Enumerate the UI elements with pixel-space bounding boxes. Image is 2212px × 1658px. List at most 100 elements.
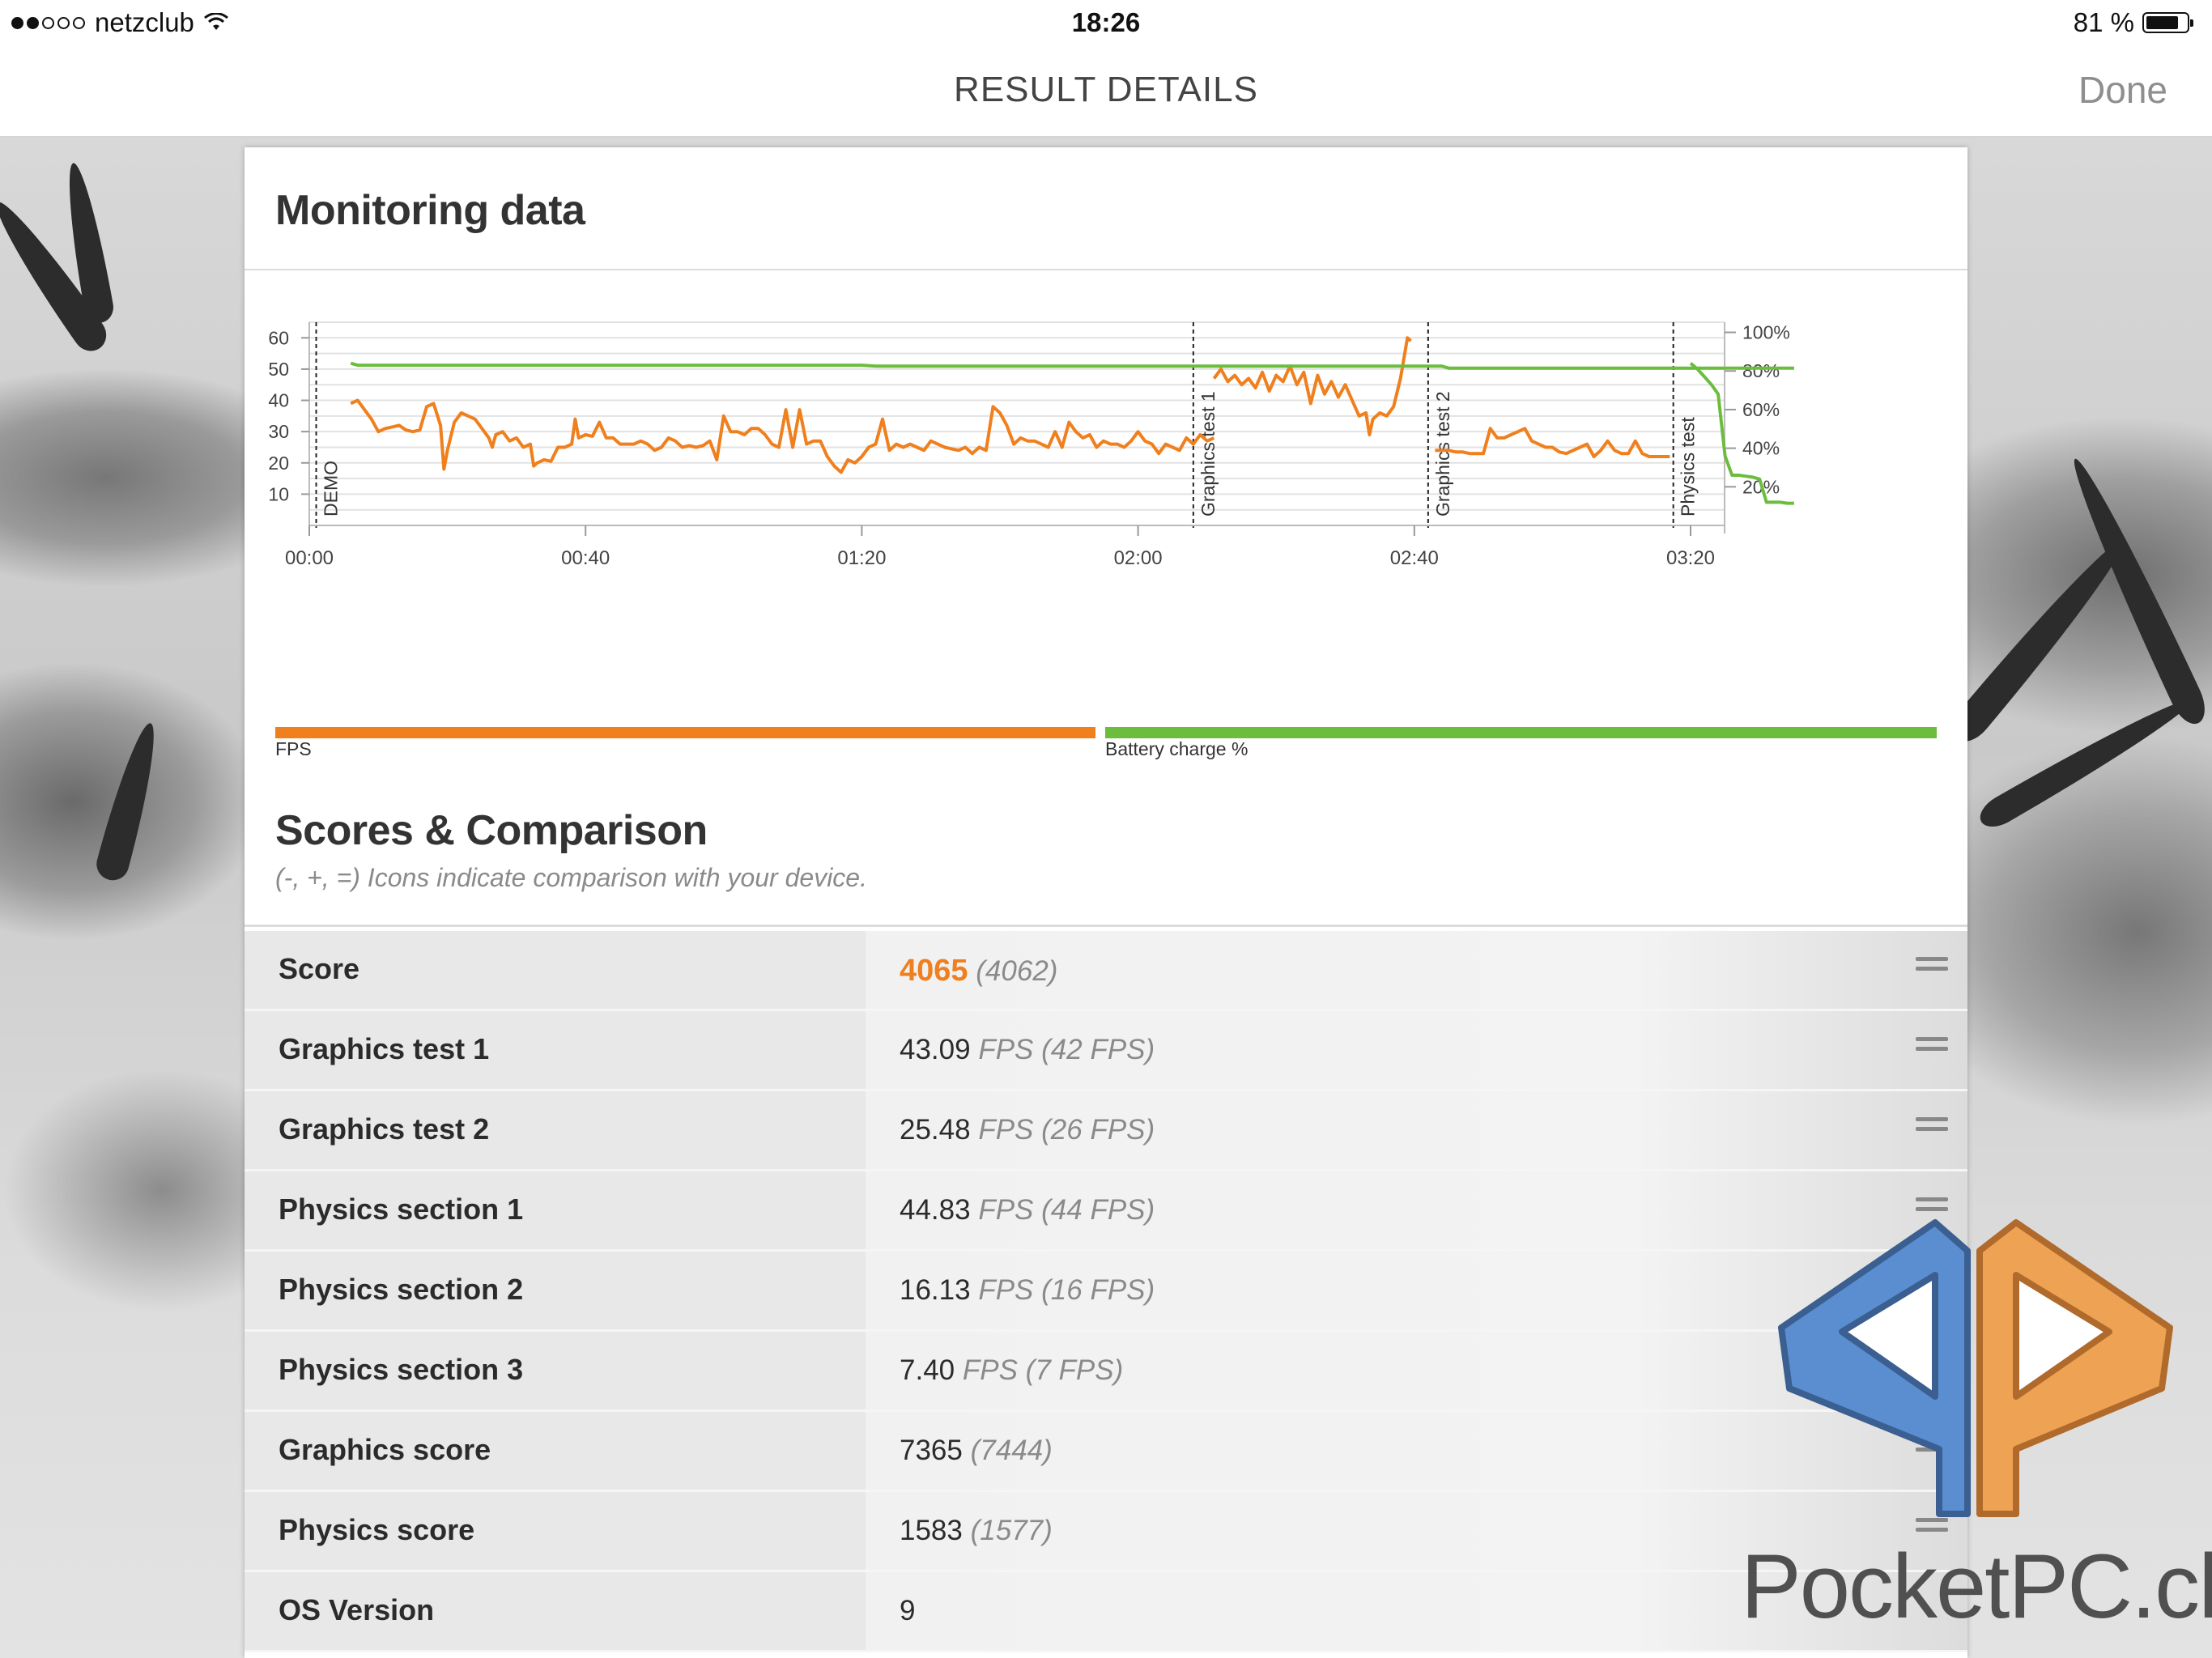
score-comparison: (4062)	[976, 955, 1058, 987]
score-label-cell: Physics section 2	[245, 1252, 866, 1329]
score-row: Graphics score 7365 (7444)	[245, 1412, 1967, 1492]
y-right-tick-label: 40%	[1742, 438, 1780, 459]
y-right-tick-label: 60%	[1742, 399, 1780, 420]
test-marker-label: Physics test	[1678, 417, 1699, 517]
score-label: Physics section 1	[279, 1192, 524, 1226]
score-comparison: (7444)	[970, 1435, 1053, 1466]
score-value-cell: 1583 (1577)	[866, 1492, 1967, 1570]
scores-subtitle: (-, +, =) Icons indicate comparison with…	[275, 863, 867, 892]
score-value-line: 25.48 FPS (26 FPS)	[900, 1114, 1155, 1146]
score-value: 7365	[900, 1435, 963, 1466]
score-value: 25.48	[900, 1114, 971, 1146]
score-value: 16.13	[900, 1274, 971, 1306]
score-unit: FPS	[978, 1274, 1034, 1306]
battery-icon	[2142, 12, 2193, 33]
y-left-tick-label: 60	[268, 327, 289, 348]
plant-leaf-decoration	[1944, 529, 2137, 750]
score-label-cell: OS Version	[245, 1572, 866, 1650]
wifi-icon	[203, 13, 228, 30]
score-value-line: 7.40 FPS (7 FPS)	[900, 1354, 1123, 1387]
test-marker-label: Graphics test 1	[1197, 391, 1219, 517]
fps-series-line	[1212, 336, 1412, 436]
score-value: 44.83	[900, 1194, 971, 1226]
score-comparison: (16 FPS)	[1041, 1274, 1155, 1306]
score-label: OS Version	[279, 1593, 435, 1626]
y-left-tick-label: 50	[268, 359, 289, 380]
score-label-cell: Physics section 3	[245, 1332, 866, 1409]
score-value: 4065	[900, 954, 968, 988]
score-comparison: (1577)	[970, 1515, 1053, 1546]
score-value-line: 1583 (1577)	[900, 1515, 1053, 1547]
score-row: Score 4065 (4062)	[245, 931, 1967, 1011]
y-left-tick-label: 20	[268, 453, 289, 474]
x-tick-label: 00:00	[285, 547, 334, 569]
x-tick-label: 00:40	[561, 547, 610, 569]
score-label: Score	[279, 952, 360, 985]
fps-legend-label: FPS	[275, 738, 312, 759]
score-value: 9	[900, 1595, 916, 1626]
y-left-tick-label: 30	[268, 421, 289, 442]
score-label: Physics section 3	[279, 1353, 524, 1386]
section-divider	[245, 925, 1967, 927]
score-unit: FPS	[978, 1034, 1034, 1065]
score-label-cell: Score	[245, 931, 866, 1009]
score-label-cell: Physics section 1	[245, 1171, 866, 1249]
signal-strength-icon	[11, 16, 85, 29]
x-tick-label: 03:20	[1666, 547, 1715, 569]
score-label-cell: Graphics score	[245, 1412, 866, 1490]
watermark-text: PocketPC.ch	[1741, 1536, 2212, 1637]
score-row: OS Version 9	[245, 1572, 1967, 1652]
battery-series-line	[350, 361, 1794, 370]
score-comparison: (7 FPS)	[1025, 1354, 1124, 1386]
score-value-line: 4065 (4062)	[900, 954, 1057, 988]
equal-icon	[1916, 1037, 1948, 1056]
x-tick-label: 01:20	[837, 547, 886, 569]
score-comparison: (44 FPS)	[1041, 1194, 1155, 1226]
score-unit: FPS	[962, 1354, 1018, 1386]
score-value-cell: 25.48 FPS (26 FPS)	[866, 1091, 1967, 1169]
score-value-line: 16.13 FPS (16 FPS)	[900, 1274, 1155, 1307]
scores-table: Score 4065 (4062) Graphics test 1 43.09 FPS…	[245, 931, 1967, 1652]
score-label: Graphics test 2	[279, 1112, 490, 1146]
score-unit: FPS	[978, 1114, 1034, 1146]
equal-icon	[1916, 1518, 1948, 1537]
score-label: Physics score	[279, 1513, 475, 1546]
equal-icon	[1916, 1197, 1948, 1217]
section-divider	[245, 269, 1967, 270]
score-value-cell: 4065 (4062)	[866, 931, 1967, 1009]
score-comparison: (42 FPS)	[1041, 1034, 1155, 1065]
fps-legend-bar	[275, 727, 1095, 738]
score-value-line: 43.09 FPS (42 FPS)	[900, 1034, 1155, 1066]
score-label: Physics section 2	[279, 1273, 524, 1306]
score-label: Graphics test 1	[279, 1032, 490, 1065]
score-value-cell: 44.83 FPS (44 FPS)	[866, 1171, 1967, 1249]
monitoring-heading: Monitoring data	[275, 187, 585, 234]
test-marker-label: Graphics test 2	[1432, 391, 1453, 517]
x-tick-label: 02:40	[1390, 547, 1439, 569]
score-value: 1583	[900, 1515, 963, 1546]
score-label-cell: Graphics test 1	[245, 1011, 866, 1089]
score-value: 43.09	[900, 1034, 971, 1065]
score-value-cell: 7365 (7444)	[866, 1412, 1967, 1490]
plant-leaf-decoration	[1974, 688, 2199, 834]
battery-series-line	[1689, 362, 1794, 505]
score-row: Graphics test 1 43.09 FPS (42 FPS)	[245, 1011, 1967, 1091]
score-value-line: 44.83 FPS (44 FPS)	[900, 1194, 1155, 1226]
score-value-cell: 16.13 FPS (16 FPS)	[866, 1252, 1967, 1329]
battery-legend-bar	[1105, 727, 1937, 738]
plant-leaf-decoration	[92, 719, 167, 884]
score-label-cell: Physics score	[245, 1492, 866, 1570]
clock: 18:26	[1071, 7, 1141, 37]
score-label: Graphics score	[279, 1433, 491, 1466]
x-tick-label: 02:00	[1114, 547, 1163, 569]
test-marker-label: DEMO	[321, 461, 342, 517]
battery-percentage: 81 %	[2073, 7, 2134, 37]
score-value-cell: 43.09 FPS (42 FPS)	[866, 1011, 1967, 1089]
score-comparison: (26 FPS)	[1041, 1114, 1155, 1146]
equal-icon	[1916, 957, 1948, 976]
y-right-tick-label: 80%	[1742, 360, 1780, 381]
page-title: RESULT DETAILS	[954, 70, 1258, 109]
done-button[interactable]: Done	[2078, 69, 2167, 111]
score-row: Physics section 1 44.83 FPS (44 FPS)	[245, 1171, 1967, 1252]
